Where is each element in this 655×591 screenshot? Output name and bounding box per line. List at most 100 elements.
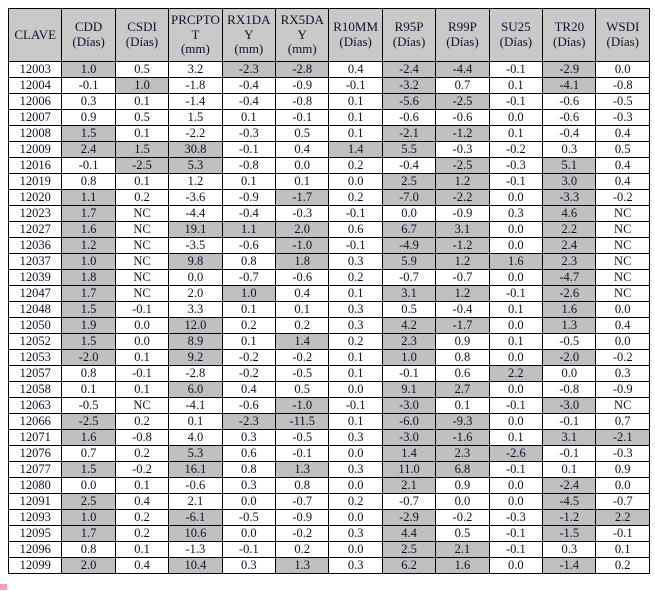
value-cell: 2.1 [381, 477, 437, 494]
clave-cell: 12053 [7, 349, 63, 366]
value-cell: -0.6 [168, 477, 223, 494]
value-cell: 4.0 [168, 429, 223, 446]
value-cell: 0.0 [488, 269, 544, 286]
column-name: PRCPTOT [170, 12, 220, 42]
value-cell: -0.1 [488, 461, 544, 478]
value-cell: NC [595, 397, 650, 414]
value-cell: 0.1 [328, 413, 383, 430]
value-cell: -0.1 [381, 365, 437, 382]
column-unit: (Días) [339, 34, 372, 49]
value-cell: 0.8 [435, 349, 490, 366]
value-cell: 2.3 [435, 445, 490, 462]
value-cell: 0.0 [488, 189, 544, 206]
value-cell: 0.1 [114, 381, 170, 398]
value-cell: -0.7 [595, 493, 650, 510]
value-cell: 6.2 [381, 557, 437, 574]
value-cell: 0.3 [328, 429, 383, 446]
value-cell: -2.5 [435, 157, 490, 174]
value-cell: 1.2 [435, 285, 490, 302]
value-cell: 0.2 [275, 541, 330, 558]
value-cell: -4.5 [542, 493, 597, 510]
column-name: TR20 [554, 19, 585, 35]
value-cell: -3.0 [542, 397, 597, 414]
value-cell: -0.6 [542, 109, 597, 126]
value-cell: 0.0 [595, 301, 650, 318]
column-unit: (Días) [72, 34, 105, 49]
value-cell: -0.2 [275, 525, 330, 542]
column-unit: (mm) [180, 41, 210, 57]
value-cell: -0.5 [595, 93, 650, 110]
value-cell: 1.6 [542, 301, 597, 318]
value-cell: 1.2 [435, 253, 490, 270]
value-cell: 2.4 [542, 237, 597, 254]
value-cell: 0.4 [114, 493, 170, 510]
value-cell: 0.3 [328, 461, 383, 478]
table-row: 12053 -2.0 0.1 9.2 -0.2 -0.2 0.1 1.0 0.8 0.0 -2.0-… [7, 349, 650, 366]
table-row: 12076 0.7 0.2 5.3 0.6 -0.1 0.0 1.4 2.3 -2.6 -0.1 -0… [7, 445, 650, 462]
column-header-csdi: CSDI (Días) [114, 8, 170, 62]
value-cell: 1.3 [275, 461, 330, 478]
clave-cell: 12071 [7, 429, 63, 446]
value-cell: 0.2 [328, 333, 383, 350]
value-cell: 0.1 [488, 125, 544, 142]
value-cell: -2.4 [542, 477, 597, 494]
value-cell: 0.1 [328, 285, 383, 302]
value-cell: -0.8 [595, 77, 650, 94]
value-cell: -0.1 [275, 445, 330, 462]
value-cell: 0.5 [275, 125, 330, 142]
value-cell: 9.2 [168, 349, 223, 366]
table-row: 12048 1.5 -0.1 3.3 0.1 0.1 0.3 0.5 -0.4 0.1 1.6 0.0 [7, 301, 650, 318]
value-cell: 0.6 [328, 221, 383, 238]
column-name: RX5DAY [280, 12, 324, 42]
value-cell: 1.3 [275, 557, 330, 574]
value-cell: 1.5 [61, 333, 116, 350]
table-row: 12008 1.5 0.1 -2.2 -0.3 0.5 0.1 -2.1 -1.2 0.1 -0.4… [7, 125, 650, 142]
value-cell: 2.1 [168, 493, 223, 510]
value-cell: 1.5 [61, 125, 116, 142]
value-cell: 0.2 [328, 269, 383, 286]
value-cell: 4.4 [381, 525, 437, 542]
value-cell: -0.2 [595, 349, 650, 366]
table-row: 12036 1.2 NC -3.5 -0.6 -1.0 -0.1 -4.9 -1.2 0.0 2.4… [7, 237, 650, 254]
clave-cell: 12057 [7, 365, 63, 382]
value-cell: 0.2 [114, 509, 170, 526]
value-cell: 0.8 [61, 365, 116, 382]
value-cell: 0.0 [328, 509, 383, 526]
value-cell: 0.4 [595, 317, 650, 334]
value-cell: 3.0 [542, 173, 597, 190]
value-cell: 1.8 [61, 269, 116, 286]
value-cell: 1.0 [61, 61, 116, 78]
value-cell: -1.2 [435, 237, 490, 254]
value-cell: 0.0 [221, 525, 277, 542]
value-cell: -0.4 [221, 205, 277, 222]
value-cell: 2.2 [542, 221, 597, 238]
value-cell: 2.2 [488, 365, 544, 382]
table-body: 12003 1.0 0.5 3.2 -2.3 -2.8 0.4 -2.4 -4.4 -0.1 -2.… [7, 61, 650, 574]
value-cell: -11.5 [275, 413, 330, 430]
value-cell: 0.0 [328, 477, 383, 494]
clave-cell: 12009 [7, 141, 63, 158]
value-cell: -0.4 [542, 125, 597, 142]
value-cell: 1.7 [61, 205, 116, 222]
value-cell: 1.0 [381, 349, 437, 366]
value-cell: 2.1 [435, 541, 490, 558]
value-cell: -4.1 [168, 397, 223, 414]
value-cell: -2.0 [61, 349, 116, 366]
table-row: 12057 0.8 -0.1 -2.8 -0.2 -0.5 0.1 -0.1 0.6 2.2 0.0… [7, 365, 650, 382]
climate-indices-table: CLAVE CDD (Días) CSDI (Días) PRCPTOT (mm) RX1DA… [7, 8, 650, 574]
column-name: SU25 [501, 19, 531, 35]
value-cell: -2.9 [381, 509, 437, 526]
value-cell: -0.2 [221, 365, 277, 382]
value-cell: -0.2 [595, 189, 650, 206]
table-row: 12093 1.0 0.2 -6.1 -0.5 -0.9 0.0 -2.9 -0.2 -0.3 -1… [7, 509, 650, 526]
clave-cell: 12003 [7, 61, 63, 78]
value-cell: -0.1 [488, 541, 544, 558]
value-cell: -2.0 [542, 349, 597, 366]
value-cell: -0.5 [275, 365, 330, 382]
value-cell: 0.3 [221, 429, 277, 446]
value-cell: 11.0 [381, 461, 437, 478]
value-cell: NC [595, 237, 650, 254]
value-cell: -0.1 [488, 173, 544, 190]
value-cell: -0.6 [221, 237, 277, 254]
value-cell: 0.5 [114, 61, 170, 78]
